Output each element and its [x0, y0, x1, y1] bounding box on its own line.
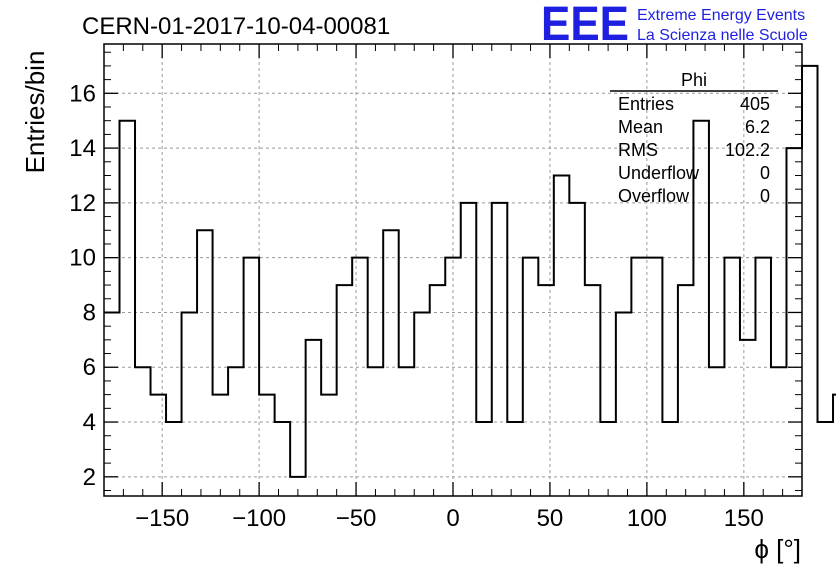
stats-label: Underflow	[618, 163, 700, 183]
stats-value: 405	[740, 94, 770, 114]
y-tick-label: 12	[69, 190, 96, 217]
stats-label: Mean	[618, 117, 663, 137]
x-tick-label: −50	[336, 505, 377, 532]
x-tick-label: 100	[627, 505, 667, 532]
y-tick-label: 16	[69, 80, 96, 107]
y-tick-label: 14	[69, 135, 96, 162]
y-tick-label: 6	[83, 354, 96, 381]
stats-label: Entries	[618, 94, 674, 114]
grid	[104, 44, 802, 496]
histogram-line	[104, 64, 836, 478]
x-tick-label: 150	[724, 505, 764, 532]
y-tick-label: 10	[69, 245, 96, 272]
axis-ticks	[103, 44, 803, 496]
stats-value: 0	[760, 163, 770, 183]
stats-value: 0	[760, 186, 770, 206]
stats-value: 6.2	[745, 117, 770, 137]
y-tick-label: 8	[83, 299, 96, 326]
eee-logo-line2: La Scienza nelle Scuole	[637, 27, 808, 44]
x-tick-label: −100	[232, 505, 286, 532]
stats-label: RMS	[618, 140, 658, 160]
y-axis-label: Entries/bin	[20, 51, 50, 174]
tick-labels: −150 −100 −50 0 50 100 150 2 4 6 8 10 12 14 16	[69, 80, 764, 532]
x-tick-label: 50	[537, 505, 564, 532]
stats-box-title: Phi	[681, 70, 707, 90]
stats-value: 102.2	[725, 140, 770, 160]
y-tick-label: 2	[83, 464, 96, 491]
stats-label: Overflow	[618, 186, 690, 206]
x-tick-label: −150	[135, 505, 189, 532]
stats-box: Phi Entries 405 Mean 6.2 RMS 102.2 Underflow 0 O…	[610, 70, 778, 206]
eee-logo-line1: Extreme Energy Events	[637, 7, 805, 24]
y-tick-label: 4	[83, 409, 96, 436]
run-title: CERN-01-2017-10-04-00081	[82, 13, 390, 40]
x-tick-label: 0	[446, 505, 459, 532]
eee-logo-mark: EEE	[541, 0, 629, 51]
x-axis-label: ϕ [°]	[754, 534, 801, 564]
